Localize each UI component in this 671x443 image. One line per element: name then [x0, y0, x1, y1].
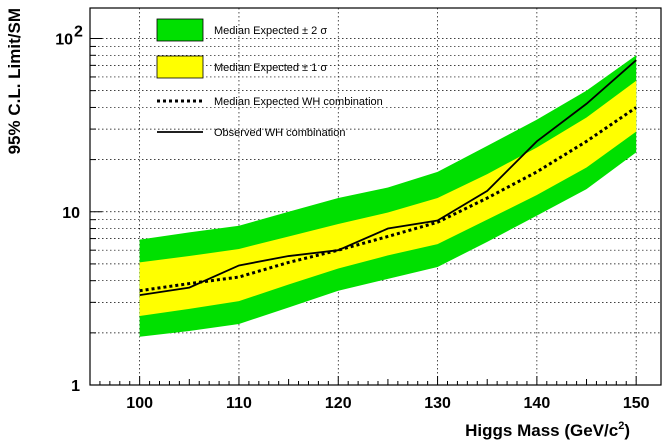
y-tick-label-sup-2: 2 [74, 24, 83, 41]
legend-label-2sigma: Median Expected ± 2 σ [214, 25, 327, 37]
legend-label-1sigma: Median Expected ± 1 σ [214, 62, 327, 74]
x-axis-title-sup: 2 [618, 420, 624, 432]
line-series-2 [139, 106, 638, 293]
legend-label-expected: Median Expected WH combination [214, 96, 383, 108]
band-series-1 [139, 80, 637, 317]
x-tick-label-0: 100 [126, 395, 153, 412]
x-tick-label-4: 140 [524, 395, 551, 412]
x-axis-title-main: Higgs Mass (GeV/c [465, 421, 618, 440]
legend: Median Expected ± 2 σ Median Expected ± … [156, 18, 383, 139]
y-tick-label-2: 10 [55, 32, 73, 49]
y-tick-label-1: 10 [62, 205, 80, 222]
x-tick-label-2: 120 [325, 395, 352, 412]
legend-swatch-1sigma [156, 55, 204, 79]
x-axis-title: Higgs Mass (GeV/c2) [465, 420, 630, 440]
x-tick-label-1: 110 [226, 395, 252, 412]
line-series-3 [139, 59, 637, 297]
lines [139, 59, 638, 297]
y-axis-title: 95% C.L. Limit/SM [5, 8, 24, 154]
y-tick-label-0: 1 [71, 378, 80, 395]
bands [139, 55, 637, 337]
x-tick-label-3: 130 [424, 395, 451, 412]
x-tick-label-5: 150 [623, 395, 650, 412]
legend-swatch-2sigma [156, 18, 204, 42]
axis-ticks [89, 38, 637, 386]
legend-label-observed: Observed WH combination [214, 127, 345, 139]
plot-frame [89, 7, 662, 386]
x-axis-title-suffix: ) [624, 421, 630, 440]
